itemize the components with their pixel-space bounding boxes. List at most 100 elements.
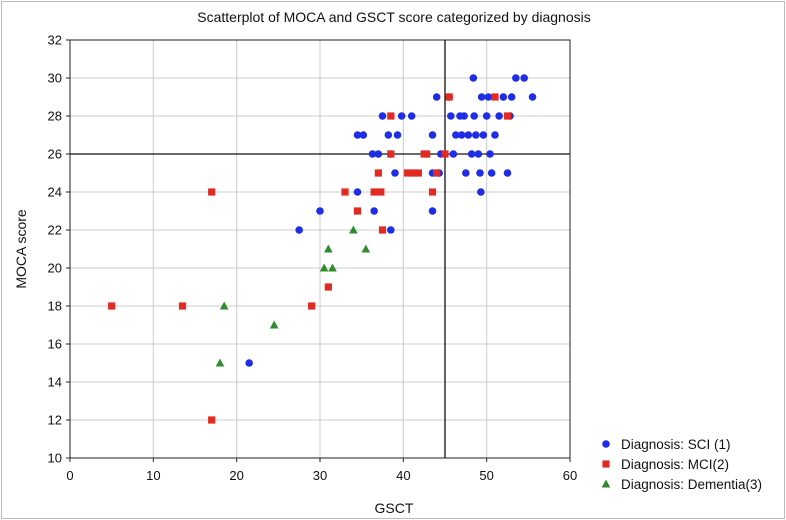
data-point (374, 150, 383, 158)
data-point (361, 244, 371, 253)
data-point (476, 169, 484, 177)
y-tick-label: 26 (48, 147, 62, 162)
data-point (449, 150, 458, 158)
data-point (474, 150, 483, 158)
legend-marker (601, 479, 611, 488)
data-point (324, 283, 332, 291)
data-point (208, 188, 216, 196)
data-point (178, 302, 187, 310)
y-tick-label: 16 (48, 337, 62, 352)
y-tick-label: 32 (48, 33, 62, 48)
data-point (477, 93, 486, 101)
x-tick-label: 50 (479, 468, 493, 483)
data-point (512, 74, 520, 82)
legend-marker (602, 440, 610, 448)
data-point (108, 302, 116, 310)
data-point (219, 301, 229, 310)
data-point (409, 169, 417, 177)
data-point (477, 188, 485, 196)
data-point (353, 131, 362, 139)
data-point (470, 112, 478, 120)
y-tick-label: 30 (48, 71, 62, 86)
data-point (370, 188, 378, 196)
data-point (378, 226, 387, 234)
y-tick-label: 22 (48, 223, 62, 238)
data-point (487, 169, 496, 177)
data-point (486, 150, 494, 158)
data-point (215, 358, 225, 367)
data-point (432, 93, 441, 101)
axis-ticks: 0 10 20 30 40 50 60 10 12 14 16 18 20 22 24 26 28 30 32 (48, 33, 578, 484)
data-point (464, 131, 473, 139)
data-point (349, 225, 358, 234)
chart-title: Scatterplot of MOCA and GSCT score categ… (197, 9, 591, 25)
data-point (377, 188, 385, 196)
x-tick-label: 30 (313, 468, 327, 483)
data-point (324, 244, 333, 253)
data-point (384, 131, 393, 139)
data-point (397, 112, 406, 120)
data-point (403, 169, 412, 177)
data-point (484, 93, 493, 101)
data-point (359, 131, 368, 139)
y-tick-label: 12 (48, 413, 62, 428)
data-point (428, 207, 437, 215)
data-point (423, 150, 431, 158)
data-point (353, 188, 362, 196)
series-circle (245, 74, 537, 367)
data-point (387, 112, 395, 120)
data-point (457, 131, 466, 139)
y-tick-label: 14 (48, 375, 62, 390)
data-point (433, 169, 441, 177)
x-tick-label: 60 (563, 468, 577, 483)
series-triangle (215, 225, 371, 367)
legend: Diagnosis: SCI (1) Diagnosis: MCI(2) Diagn… (601, 437, 762, 492)
data-point (295, 226, 303, 234)
y-axis-label: MOCA score (13, 209, 29, 289)
data-point (407, 112, 416, 120)
data-point (245, 359, 253, 367)
data-point (447, 112, 455, 120)
data-point (495, 112, 503, 120)
data-point (462, 169, 470, 177)
legend-marker (602, 460, 610, 468)
data-point (467, 150, 476, 158)
y-tick-label: 28 (48, 109, 62, 124)
data-point (491, 93, 499, 101)
data-point (328, 263, 337, 272)
y-tick-label: 20 (48, 261, 62, 276)
data-point (368, 150, 377, 158)
data-point (378, 112, 387, 120)
legend-entry: Diagnosis: SCI (1) (621, 437, 731, 452)
data-point (472, 131, 480, 139)
data-point (393, 131, 402, 139)
data-point (428, 131, 437, 139)
y-tick-label: 10 (48, 451, 62, 466)
y-tick-label: 18 (48, 299, 62, 314)
data-point (441, 150, 449, 158)
data-point (507, 93, 516, 101)
data-point (391, 169, 399, 177)
data-point (499, 93, 508, 101)
data-point (308, 302, 316, 310)
series-square (108, 93, 512, 424)
data-point (341, 188, 349, 196)
data-point (387, 226, 395, 234)
data-point (387, 150, 395, 158)
data-point (445, 93, 453, 101)
legend-entry: Diagnosis: MCI(2) (621, 457, 729, 472)
data-point (414, 169, 422, 177)
data-point (269, 320, 279, 329)
data-point (353, 207, 362, 215)
data-point (319, 263, 329, 272)
data-point (503, 112, 512, 120)
x-tick-label: 40 (396, 468, 410, 483)
data-point (370, 207, 378, 215)
y-tick-label: 24 (48, 185, 62, 200)
x-tick-label: 10 (146, 468, 160, 483)
data-point (482, 112, 491, 120)
grid (69, 39, 571, 459)
x-axis-label: GSCT (375, 500, 414, 516)
data-point (208, 416, 216, 424)
